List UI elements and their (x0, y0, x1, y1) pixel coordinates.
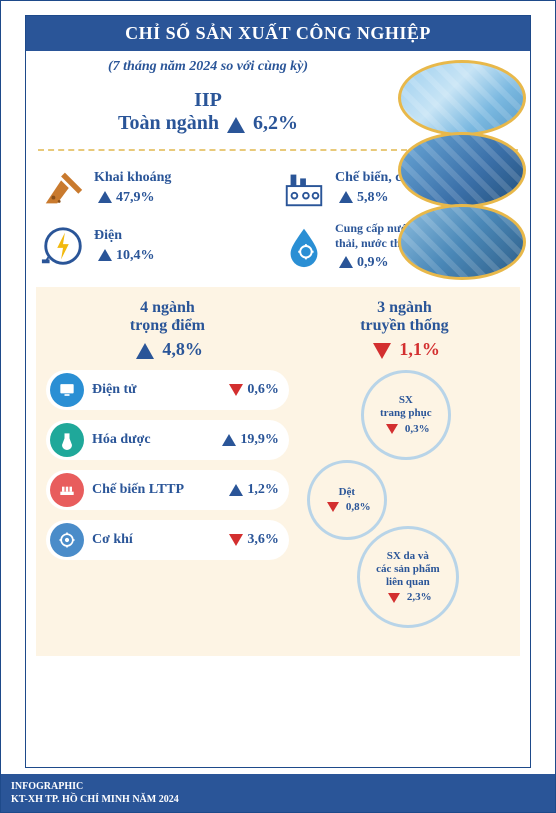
traditional-circle: SXtrang phục 0,3% (361, 370, 451, 460)
circle-value: 2,3% (384, 591, 432, 604)
sector-electricity: Điện 10,4% (40, 221, 275, 271)
triangle-up-icon (339, 256, 353, 268)
sector-value: 10,4% (116, 248, 155, 263)
sector-value: 47,9% (116, 190, 155, 205)
traditional-industries-panel: 3 ngành truyền thống 1,1% SXtrang phục 0… (299, 299, 510, 640)
industry-label: Điện tử (92, 382, 225, 398)
panel-title-l1: 4 ngành (46, 299, 289, 317)
bottom-panel: 4 ngành trọng điểm 4,8% Điện tử 0,6% Hóa… (36, 287, 520, 656)
triangle-up-icon (98, 191, 112, 203)
panel-title-l2: truyền thống (299, 317, 510, 335)
sector-value: 5,8% (357, 190, 389, 205)
industry-value: 1,2% (247, 482, 279, 497)
triangle-down-icon (229, 534, 243, 546)
pharma-icon (50, 423, 84, 457)
circle-diagram: SXtrang phục 0,3%Dệt 0,8%SX da vàcác sản… (299, 370, 510, 640)
footer-line2: KT-XH TP. HỒ CHÍ MINH NĂM 2024 (11, 793, 545, 806)
photo-1 (398, 60, 526, 136)
panel-heading: 4 ngành trọng điểm 4,8% (46, 299, 289, 360)
footer: INFOGRAPHIC KT-XH TP. HỒ CHÍ MINH NĂM 20… (1, 774, 555, 812)
footer-line1: INFOGRAPHIC (11, 780, 545, 793)
factory-icon (281, 165, 327, 211)
triangle-down-icon (327, 502, 339, 512)
industry-row-food: Chế biến LTTP 1,2% (46, 470, 289, 510)
panel-title-l1: 3 ngành (299, 299, 510, 317)
circle-value: 0,3% (382, 423, 430, 436)
triangle-down-icon (388, 593, 400, 603)
content-frame: CHỈ SỐ SẢN XUẤT CÔNG NGHIỆP (7 tháng năm… (25, 15, 531, 768)
sector-label: Khai khoáng (94, 170, 171, 186)
photo-3 (398, 204, 526, 280)
mechanical-icon (50, 523, 84, 557)
triangle-up-icon (222, 434, 236, 446)
circle-label: SXtrang phục (380, 394, 432, 420)
electricity-icon (40, 223, 86, 269)
mining-icon (40, 165, 86, 211)
triangle-up-icon (227, 117, 245, 133)
triangle-up-icon (229, 484, 243, 496)
triangle-down-icon (229, 384, 243, 396)
industry-row-mechanical: Cơ khí 3,6% (46, 520, 289, 560)
sector-mining: Khai khoáng 47,9% (40, 165, 275, 211)
triangle-down-icon (386, 424, 398, 434)
industry-label: Chế biến LTTP (92, 482, 225, 498)
water-icon (281, 223, 327, 269)
traditional-circle: Dệt 0,8% (307, 460, 387, 540)
iip-sublabel: Toàn ngành (118, 112, 219, 134)
circle-label: Dệt (339, 486, 356, 499)
industry-label: Hóa dược (92, 432, 218, 448)
photo-2 (398, 132, 526, 208)
sector-value: 0,9% (357, 255, 389, 270)
industry-label: Cơ khí (92, 532, 225, 548)
circle-value: 0,8% (323, 501, 371, 514)
industry-row-pharma: Hóa dược 19,9% (46, 420, 289, 460)
panel-title-l2: trọng điểm (46, 317, 289, 335)
triangle-down-icon (373, 343, 391, 359)
iip-value: 6,2% (253, 112, 298, 134)
triangle-up-icon (339, 191, 353, 203)
sector-label: Điện (94, 228, 155, 244)
panel-value: 4,8% (162, 339, 203, 359)
circle-label: SX da vàcác sản phẩmliên quan (376, 550, 440, 590)
iip-label: IIP (26, 89, 390, 112)
panel-value: 1,1% (399, 339, 440, 359)
traditional-circle: SX da vàcác sản phẩmliên quan 2,3% (357, 526, 459, 628)
triangle-up-icon (136, 343, 154, 359)
decorative-photo-stack (398, 60, 526, 276)
industry-value: 3,6% (247, 532, 279, 547)
food-icon (50, 473, 84, 507)
panel-heading: 3 ngành truyền thống 1,1% (299, 299, 510, 360)
page-title: CHỈ SỐ SẢN XUẤT CÔNG NGHIỆP (26, 16, 530, 51)
industry-row-electronics: Điện tử 0,6% (46, 370, 289, 410)
electronics-icon (50, 373, 84, 407)
industry-value: 0,6% (247, 382, 279, 397)
industry-value: 19,9% (240, 432, 279, 447)
key-industries-panel: 4 ngành trọng điểm 4,8% Điện tử 0,6% Hóa… (46, 299, 289, 640)
triangle-up-icon (98, 249, 112, 261)
